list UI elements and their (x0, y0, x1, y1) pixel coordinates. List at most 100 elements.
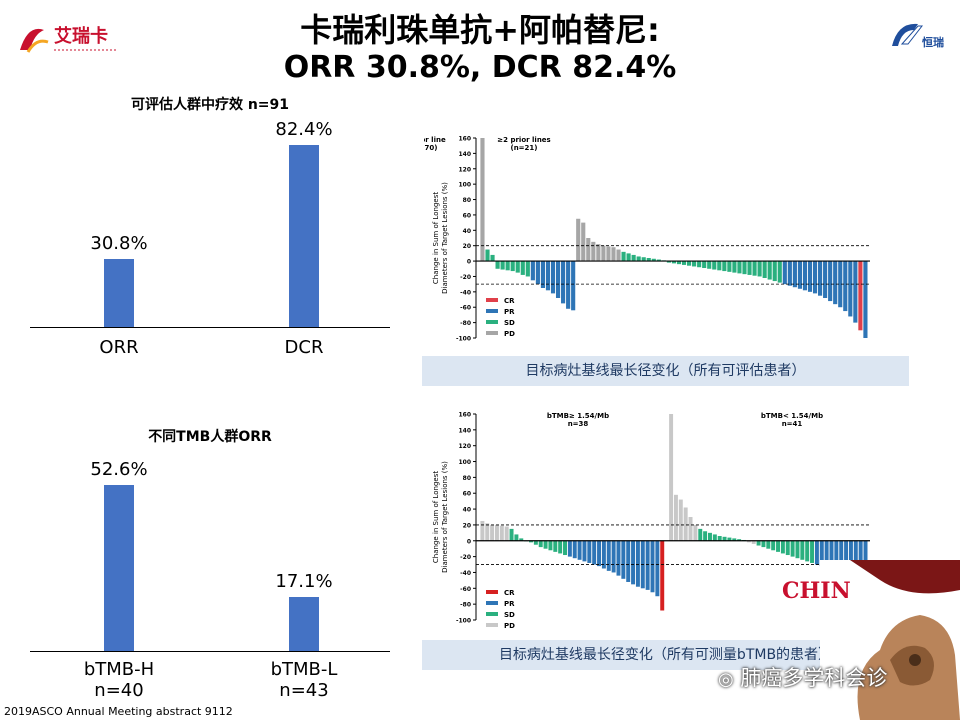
footer-reference: 2019ASCO Annual Meeting abstract 9112 (4, 705, 233, 718)
waterfall-bar-sd (538, 540, 543, 548)
chart-title-efficacy: 可评估人群中疗效 n=91 (130, 97, 290, 113)
waterfall-bar-pr (561, 261, 566, 304)
waterfall-bar-sd (712, 534, 717, 541)
group-n-label: n=38 (568, 420, 589, 428)
waterfall-bar-sd (671, 261, 677, 264)
waterfall-bar-pr (844, 540, 849, 575)
waterfall-bar-pr (818, 261, 823, 296)
waterfall-bar-pr (782, 261, 787, 285)
hengrui-logo: 恒瑞 (892, 23, 944, 49)
category-label-dcr: DCR (284, 337, 324, 358)
y-tick-label: 40 (463, 507, 471, 514)
waterfall-bar-sd (500, 261, 505, 270)
group-label: 1 prior line (424, 136, 446, 144)
y-tick-label: 40 (463, 228, 471, 235)
group-n-label: (n=21) (511, 144, 538, 152)
waterfall-bar-pd (606, 246, 611, 262)
legend-swatch-pd (486, 331, 498, 335)
legend-label-pr: PR (504, 308, 515, 316)
waterfall-bar-sd (543, 540, 548, 549)
y-tick-label: -80 (460, 602, 471, 609)
waterfall-bar-pd (591, 241, 596, 262)
waterfall-bar-pr (555, 261, 561, 298)
waterfall-bar-sd (548, 540, 553, 551)
chin-logo: CHIN (782, 578, 851, 604)
waterfall-bar-pr (838, 261, 843, 308)
waterfall-bar-sd (776, 540, 781, 552)
waterfall-bar-pd (673, 494, 678, 541)
waterfall-bar-sd (533, 540, 538, 545)
y-tick-label: 20 (463, 522, 471, 529)
waterfall-bar-pr (540, 261, 546, 288)
y-tick-label: -40 (460, 289, 471, 296)
waterfall-bar-pd (581, 222, 586, 262)
waterfall-bar-pr (853, 540, 858, 578)
waterfall-bar-cr (660, 540, 665, 611)
waterfall-bar-sd (686, 261, 692, 266)
bar-orr (104, 258, 134, 327)
efficacy-bar-chart: 30.8% 82.4% ORR DCR (30, 110, 390, 370)
waterfall-bar-sd (737, 539, 742, 541)
legend-swatch-sd (486, 320, 498, 324)
waterfall-bar-pr (819, 540, 824, 567)
waterfall-bar-pr (530, 261, 535, 281)
group-label: bTMB< 1.54/Mb (761, 412, 823, 420)
waterfall-bar-pr (863, 261, 868, 338)
waterfall-bar-sd (646, 258, 651, 262)
waterfall-bar-sd (790, 540, 795, 557)
waterfall-bar-sd (761, 540, 766, 548)
waterfall-bar-pr (535, 261, 540, 285)
waterfall-bar-pr (631, 540, 636, 585)
bar-dcr (289, 145, 319, 327)
waterfall-bar-sd (742, 261, 747, 275)
chart-title-tmb: 不同TMB人群ORR (148, 429, 272, 445)
y-tick-label: -20 (460, 554, 471, 561)
y-axis-label-group: Change in Sum of Longest Diameters of Tar… (432, 461, 449, 573)
waterfall-bar-pr (550, 261, 556, 294)
waterfall-bar-pr (635, 540, 640, 587)
waterfall-bar-sd (785, 540, 790, 556)
waterfall-bar-pr (626, 540, 631, 582)
data-label-btmb-l: 17.1% (275, 571, 333, 593)
waterfall-bar-sd (707, 532, 712, 541)
waterfall-bar-pr (606, 540, 611, 571)
y-axis-label-line2: Diameters of Target Lesions (%) (441, 461, 449, 573)
y-tick-label: 100 (458, 182, 471, 189)
waterfall-bar-pr (611, 540, 616, 573)
waterfall-bar-sd (727, 261, 732, 272)
category-label-btmb-l-n: n=43 (279, 680, 329, 701)
data-label-dcr: 82.4% (275, 119, 333, 140)
category-label-btmb-h-n: n=40 (94, 680, 144, 701)
waterfall-bar-pr (582, 540, 587, 562)
category-label-orr: ORR (99, 337, 139, 358)
category-label-btmb-l: bTMB-L (270, 659, 338, 680)
waterfall-bar-pd (688, 517, 693, 541)
y-tick-label: 140 (458, 151, 471, 158)
waterfall-bar-sd (641, 257, 646, 262)
y-axis-label-line1: Change in Sum of Longest (432, 192, 440, 284)
waterfall-bar-pd (494, 524, 499, 541)
y-axis-label-line1: Change in Sum of Longest (432, 471, 440, 563)
waterfall-bar-pr (592, 540, 597, 565)
waterfall-bar-sd (800, 540, 805, 560)
waterfall-bar-pd (683, 507, 688, 541)
waterfall-bar-sd (525, 261, 530, 277)
waterfall-bar-pr (567, 540, 572, 557)
waterfall-bar-sd (519, 538, 524, 541)
y-tick-label: 140 (458, 427, 471, 434)
group-n-label: n=41 (782, 420, 803, 428)
waterfall-bar-sd (681, 261, 687, 265)
tmb-bar-chart: 52.6% 17.1% bTMB-H n=40 bTMB-L n=43 (30, 440, 390, 702)
waterfall-bar-pd (751, 540, 756, 544)
waterfall-bar-sd (780, 540, 785, 554)
lion-statue-image (820, 560, 960, 720)
wechat-watermark: ◎ 肺癌多学科会诊 (718, 662, 887, 692)
legend-label-sd: SD (504, 611, 515, 619)
waterfall-bar-sd (756, 540, 761, 546)
waterfall-bar-sd (692, 261, 697, 267)
y-tick-label: -40 (460, 570, 471, 577)
wechat-icon: ◎ (718, 669, 734, 690)
waterfall-bar-sd (712, 261, 717, 270)
waterfall-bar-sd (702, 261, 707, 268)
y-tick-label: 0 (467, 259, 471, 266)
